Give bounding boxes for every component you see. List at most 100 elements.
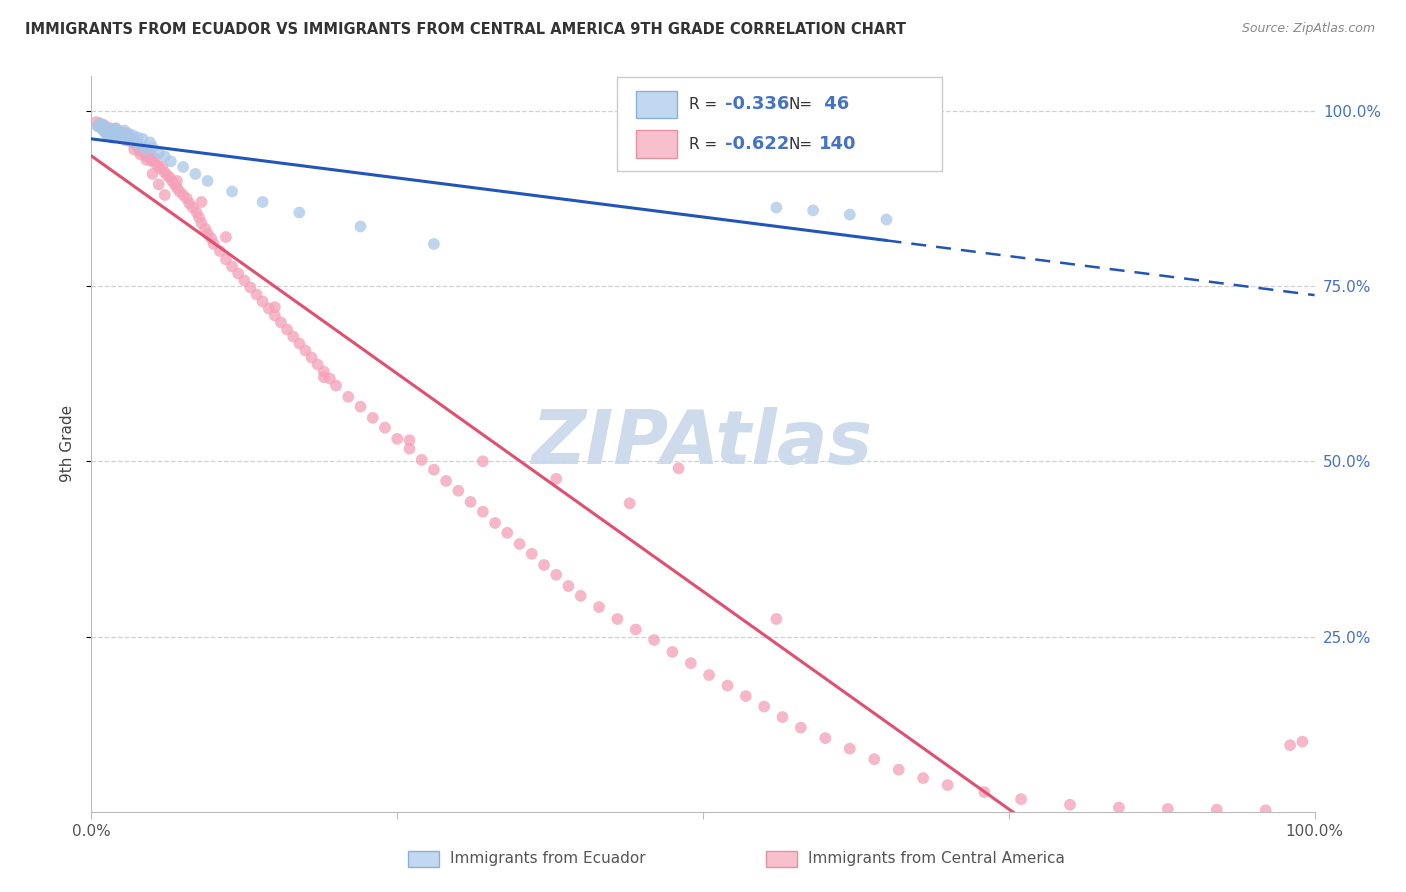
Point bbox=[127, 130, 149, 145]
Point bbox=[385, 432, 409, 446]
Point bbox=[245, 287, 267, 301]
Point bbox=[112, 123, 135, 137]
Point bbox=[252, 294, 274, 309]
Point bbox=[801, 203, 824, 218]
Point bbox=[100, 122, 122, 136]
Point bbox=[423, 463, 446, 477]
Text: IMMIGRANTS FROM ECUADOR VS IMMIGRANTS FROM CENTRAL AMERICA 9TH GRADE CORRELATION: IMMIGRANTS FROM ECUADOR VS IMMIGRANTS FR… bbox=[25, 22, 907, 37]
Point bbox=[139, 136, 162, 150]
Point bbox=[588, 600, 610, 615]
Point bbox=[117, 126, 139, 140]
Point bbox=[107, 129, 129, 144]
Point bbox=[111, 128, 134, 143]
Point bbox=[973, 785, 995, 799]
Point bbox=[312, 365, 335, 379]
Point bbox=[141, 167, 163, 181]
Point bbox=[114, 132, 136, 146]
Point bbox=[153, 149, 176, 163]
Point bbox=[716, 679, 738, 693]
Point bbox=[197, 174, 219, 188]
Point bbox=[197, 227, 219, 241]
Point bbox=[447, 483, 470, 498]
Point bbox=[172, 188, 194, 202]
Point bbox=[546, 472, 568, 486]
Point bbox=[104, 121, 127, 136]
Text: 46: 46 bbox=[818, 95, 849, 113]
Point bbox=[349, 400, 371, 414]
Point bbox=[276, 322, 298, 336]
Point bbox=[936, 778, 959, 792]
Point bbox=[135, 143, 157, 157]
FancyBboxPatch shape bbox=[636, 130, 676, 158]
Point bbox=[122, 133, 145, 147]
Point bbox=[838, 208, 860, 222]
Point bbox=[1205, 803, 1227, 817]
Point bbox=[1279, 738, 1302, 752]
Point bbox=[754, 699, 776, 714]
Text: Immigrants from Central America: Immigrants from Central America bbox=[808, 852, 1066, 866]
Point bbox=[1059, 797, 1081, 812]
Point bbox=[875, 212, 898, 227]
Point bbox=[179, 196, 201, 211]
Point bbox=[89, 116, 111, 130]
Point bbox=[434, 474, 457, 488]
Point bbox=[697, 668, 720, 682]
Text: Source: ZipAtlas.com: Source: ZipAtlas.com bbox=[1241, 22, 1375, 36]
Point bbox=[814, 731, 837, 746]
Point bbox=[156, 169, 179, 183]
Point bbox=[319, 371, 342, 385]
Point bbox=[159, 170, 181, 185]
Point bbox=[89, 116, 111, 130]
Point bbox=[186, 205, 208, 219]
FancyBboxPatch shape bbox=[636, 90, 676, 119]
Point bbox=[135, 149, 157, 163]
Point bbox=[153, 188, 176, 202]
Point bbox=[283, 329, 305, 343]
Point bbox=[94, 122, 117, 136]
Point bbox=[176, 192, 198, 206]
Point bbox=[110, 125, 132, 139]
Point bbox=[790, 721, 813, 735]
Point bbox=[471, 454, 494, 468]
Point bbox=[141, 154, 163, 169]
Point bbox=[264, 309, 287, 323]
Point bbox=[122, 128, 145, 143]
Point bbox=[98, 125, 121, 139]
Point bbox=[107, 129, 129, 144]
Point bbox=[124, 136, 146, 150]
Point bbox=[166, 174, 188, 188]
Point bbox=[643, 633, 665, 648]
Point bbox=[132, 140, 155, 154]
Point bbox=[557, 579, 579, 593]
Point bbox=[668, 461, 690, 475]
Point bbox=[221, 185, 243, 199]
Point bbox=[160, 154, 183, 169]
Point bbox=[239, 280, 262, 294]
Point bbox=[202, 237, 225, 252]
Point bbox=[184, 167, 207, 181]
Point bbox=[257, 301, 280, 316]
Point bbox=[146, 159, 169, 173]
Point bbox=[606, 612, 628, 626]
Point bbox=[215, 252, 238, 267]
Point bbox=[233, 273, 256, 287]
Point bbox=[398, 434, 420, 448]
Text: N=: N= bbox=[789, 136, 813, 152]
Point bbox=[104, 128, 127, 143]
Point bbox=[141, 153, 163, 167]
Point bbox=[91, 121, 114, 136]
Point bbox=[166, 181, 188, 195]
Point bbox=[96, 128, 118, 143]
Point bbox=[270, 316, 292, 330]
Point bbox=[134, 147, 156, 161]
Point bbox=[294, 343, 316, 358]
Point bbox=[108, 125, 131, 139]
Point bbox=[264, 300, 287, 314]
Point bbox=[105, 126, 128, 140]
Point bbox=[208, 244, 231, 258]
Text: -0.622: -0.622 bbox=[725, 136, 789, 153]
Point bbox=[374, 420, 396, 434]
Point bbox=[912, 771, 935, 785]
Point bbox=[103, 124, 125, 138]
Point bbox=[86, 120, 108, 134]
